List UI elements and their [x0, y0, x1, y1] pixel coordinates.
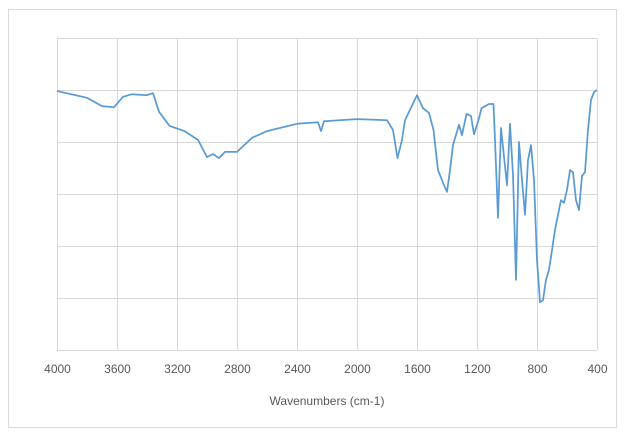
spectrum-line [56, 89, 598, 304]
x-tick-label: 3200 [164, 362, 191, 376]
x-tick-label: 2000 [344, 362, 371, 376]
chart-frame [8, 9, 617, 428]
x-tick-label: 400 [587, 362, 607, 376]
x-tick-label: 3600 [104, 362, 131, 376]
x-axis-label: Wavenumbers (cm-1) [270, 394, 385, 408]
x-tick-label: 1200 [464, 362, 491, 376]
x-tick-label: 2400 [284, 362, 311, 376]
x-tick-label: 4000 [44, 362, 71, 376]
x-tick-label: 800 [527, 362, 547, 376]
x-tick-label: 1600 [404, 362, 431, 376]
x-tick-label: 2800 [224, 362, 251, 376]
